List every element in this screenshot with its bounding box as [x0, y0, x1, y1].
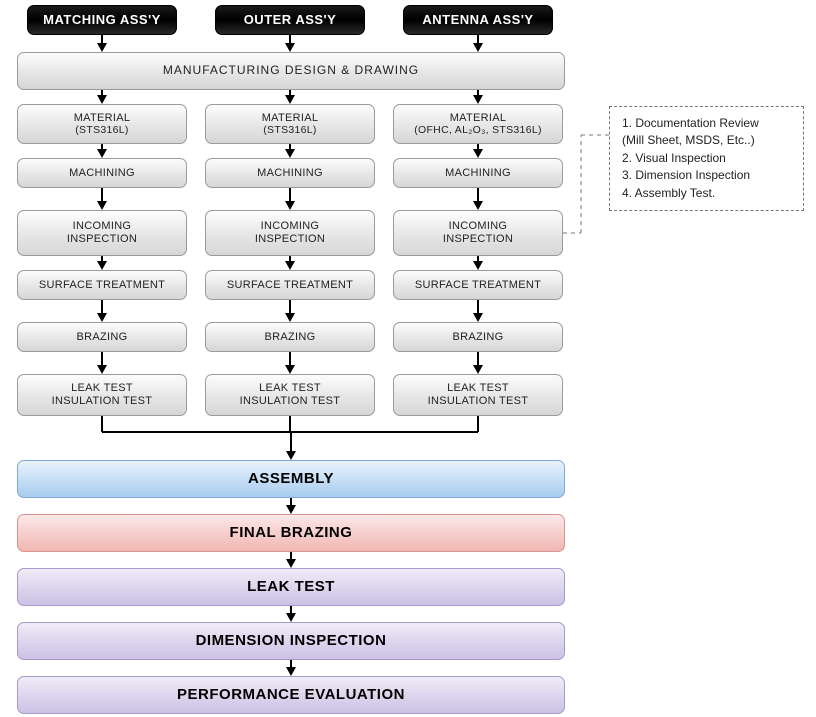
incoming-l1: INCOMING	[67, 220, 137, 233]
leak-l2: INSULATION TEST	[428, 395, 529, 408]
material-l1: MATERIAL	[262, 112, 319, 125]
brazing-0: BRAZING	[17, 322, 187, 352]
header-label: ANTENNA ASS'Y	[422, 13, 533, 28]
callout-line: (Mill Sheet, MSDS, Etc..)	[622, 132, 791, 149]
brazing-1: BRAZING	[205, 322, 375, 352]
incoming-l2: INSPECTION	[443, 233, 513, 246]
leak-l1: LEAK TEST	[240, 382, 341, 395]
wide-label: DIMENSION INSPECTION	[196, 632, 387, 649]
brazing-label: BRAZING	[453, 331, 504, 344]
callout-line: 4. Assembly Test.	[622, 185, 791, 202]
material-0: MATERIAL(STS316L)	[17, 104, 187, 144]
stage-final-brazing: FINAL BRAZING	[17, 514, 565, 552]
leak-insulation-0: LEAK TESTINSULATION TEST	[17, 374, 187, 416]
inspection-callout: 1. Documentation Review (Mill Sheet, MSD…	[609, 106, 804, 211]
leak-l1: LEAK TEST	[52, 382, 153, 395]
material-l1: MATERIAL	[414, 112, 542, 125]
callout-line: 3. Dimension Inspection	[622, 167, 791, 184]
material-l2: (OFHC, AL₂O₃, STS316L)	[414, 124, 542, 136]
machining-label: MACHINING	[69, 167, 135, 180]
incoming-inspection-2: INCOMINGINSPECTION	[393, 210, 563, 256]
wide-label: ASSEMBLY	[248, 470, 334, 487]
incoming-inspection-1: INCOMINGINSPECTION	[205, 210, 375, 256]
incoming-l1: INCOMING	[443, 220, 513, 233]
leak-insulation-1: LEAK TESTINSULATION TEST	[205, 374, 375, 416]
surface-treatment-1: SURFACE TREATMENT	[205, 270, 375, 300]
stage-assembly: ASSEMBLY	[17, 460, 565, 498]
incoming-inspection-0: INCOMINGINSPECTION	[17, 210, 187, 256]
header-label: MATCHING ASS'Y	[43, 13, 161, 28]
wide-label: FINAL BRAZING	[230, 524, 353, 541]
header-1: OUTER ASS'Y	[215, 5, 365, 35]
leak-l1: LEAK TEST	[428, 382, 529, 395]
leak-insulation-2: LEAK TESTINSULATION TEST	[393, 374, 563, 416]
surface-treatment-2: SURFACE TREATMENT	[393, 270, 563, 300]
brazing-label: BRAZING	[77, 331, 128, 344]
stage-leak-test: LEAK TEST	[17, 568, 565, 606]
material-l2: (STS316L)	[74, 124, 131, 136]
manufacturing-design: MANUFACTURING DESIGN & DRAWING	[17, 52, 565, 90]
surface-treatment-0: SURFACE TREATMENT	[17, 270, 187, 300]
surface-label: SURFACE TREATMENT	[415, 279, 541, 292]
machining-1: MACHINING	[205, 158, 375, 188]
material-l1: MATERIAL	[74, 112, 131, 125]
header-0: MATCHING ASS'Y	[27, 5, 177, 35]
design-label: MANUFACTURING DESIGN & DRAWING	[163, 64, 419, 78]
header-2: ANTENNA ASS'Y	[403, 5, 553, 35]
machining-2: MACHINING	[393, 158, 563, 188]
incoming-l1: INCOMING	[255, 220, 325, 233]
material-2: MATERIAL(OFHC, AL₂O₃, STS316L)	[393, 104, 563, 144]
material-l2: (STS316L)	[262, 124, 319, 136]
machining-label: MACHINING	[445, 167, 511, 180]
stage-performance-evaluation: PERFORMANCE EVALUATION	[17, 676, 565, 714]
callout-line: 1. Documentation Review	[622, 115, 791, 132]
incoming-l2: INSPECTION	[255, 233, 325, 246]
leak-l2: INSULATION TEST	[52, 395, 153, 408]
incoming-l2: INSPECTION	[67, 233, 137, 246]
leak-l2: INSULATION TEST	[240, 395, 341, 408]
stage-dimension-inspection: DIMENSION INSPECTION	[17, 622, 565, 660]
surface-label: SURFACE TREATMENT	[39, 279, 165, 292]
header-label: OUTER ASS'Y	[244, 13, 337, 28]
machining-label: MACHINING	[257, 167, 323, 180]
machining-0: MACHINING	[17, 158, 187, 188]
surface-label: SURFACE TREATMENT	[227, 279, 353, 292]
brazing-2: BRAZING	[393, 322, 563, 352]
wide-label: PERFORMANCE EVALUATION	[177, 686, 405, 703]
material-1: MATERIAL(STS316L)	[205, 104, 375, 144]
callout-line: 2. Visual Inspection	[622, 150, 791, 167]
brazing-label: BRAZING	[265, 331, 316, 344]
wide-label: LEAK TEST	[247, 578, 335, 595]
